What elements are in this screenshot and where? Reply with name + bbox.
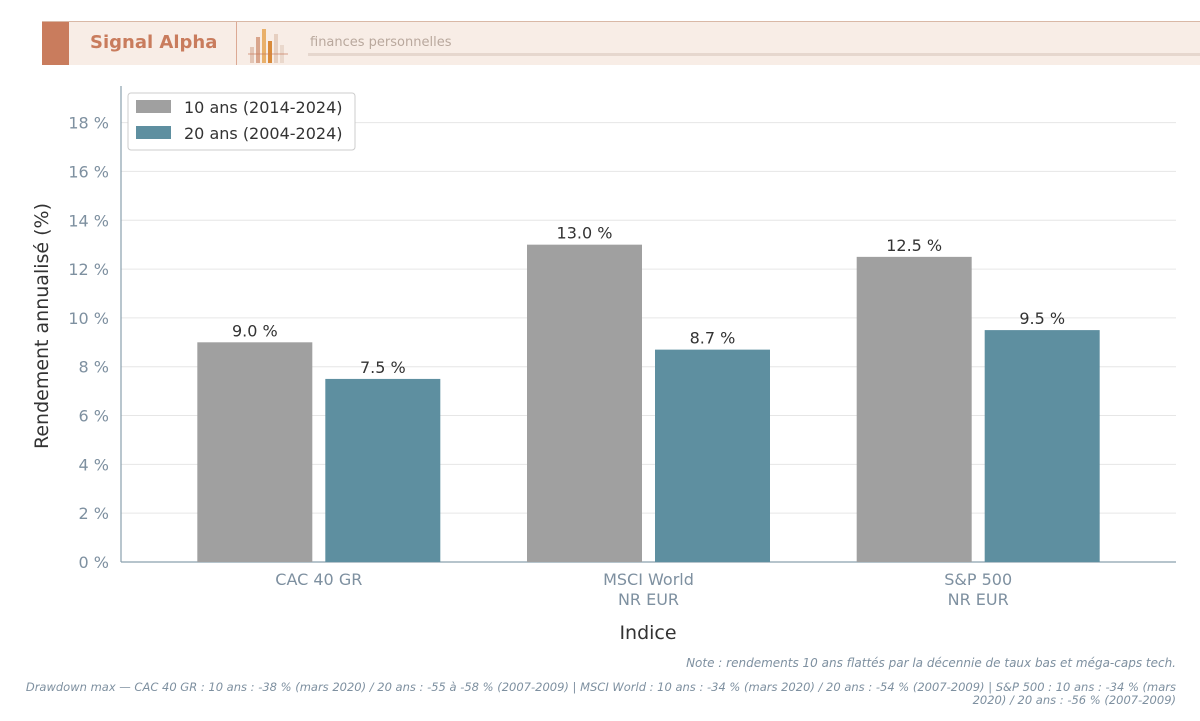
header-subtitle: finances personnelles <box>310 35 452 50</box>
y-tick-label: 16 % <box>68 162 109 181</box>
y-tick-label: 12 % <box>68 260 109 279</box>
header-accent-block <box>42 22 69 65</box>
y-tick-label: 8 % <box>79 358 109 377</box>
x-tick-label: CAC 40 GR <box>275 570 362 589</box>
bar-chart-logo-icon <box>248 29 288 63</box>
chart-note: Note : rendements 10 ans flattés par la … <box>686 656 1176 670</box>
y-tick-label: 4 % <box>79 455 109 474</box>
bar-value-label: 12.5 % <box>886 236 942 255</box>
y-tick-label: 14 % <box>68 211 109 230</box>
brand-name[interactable]: Signal Alpha <box>90 32 218 53</box>
y-tick-label: 6 % <box>79 407 109 426</box>
legend-swatch <box>136 100 171 113</box>
header-underline <box>308 53 1200 56</box>
bar <box>655 349 770 562</box>
x-tick-label: MSCI World NR EUR <box>603 570 694 609</box>
bar <box>527 244 642 562</box>
bar <box>856 256 972 562</box>
site-header: Signal Alpha finances personnelles <box>42 21 1200 65</box>
y-tick-label: 18 % <box>68 114 109 133</box>
bar-value-label: 7.5 % <box>360 358 406 377</box>
bar <box>325 378 441 562</box>
x-axis-title: Indice <box>619 622 676 644</box>
bar-chart: 0 % 2 % 4 % 6 % 8 % 10 % 12 % 14 % 16 % 18 % 9.0 %… <box>31 86 1176 644</box>
y-tick-label: 10 % <box>68 309 109 328</box>
drawdown-note: Drawdown max — CAC 40 GR : 10 ans : -38 … <box>25 680 1176 707</box>
legend-label: 10 ans (2014-2024) <box>184 98 343 117</box>
legend-box <box>127 92 356 151</box>
header-divider <box>236 22 237 65</box>
bar-value-label: 13.0 % <box>557 224 613 243</box>
y-tick-label: 0 % <box>79 553 109 572</box>
legend-swatch <box>136 126 171 139</box>
bar-value-label: 8.7 % <box>690 329 736 348</box>
bar <box>984 330 1100 562</box>
y-axis-title: Rendement annualisé (%) <box>31 203 53 449</box>
bar-value-label: 9.0 % <box>232 321 278 340</box>
y-tick-label: 2 % <box>79 504 109 523</box>
bar <box>197 342 313 562</box>
legend-label: 20 ans (2004-2024) <box>184 124 343 143</box>
x-tick-label: S&P 500 NR EUR <box>944 570 1012 609</box>
bar-value-label: 9.5 % <box>1019 309 1065 328</box>
